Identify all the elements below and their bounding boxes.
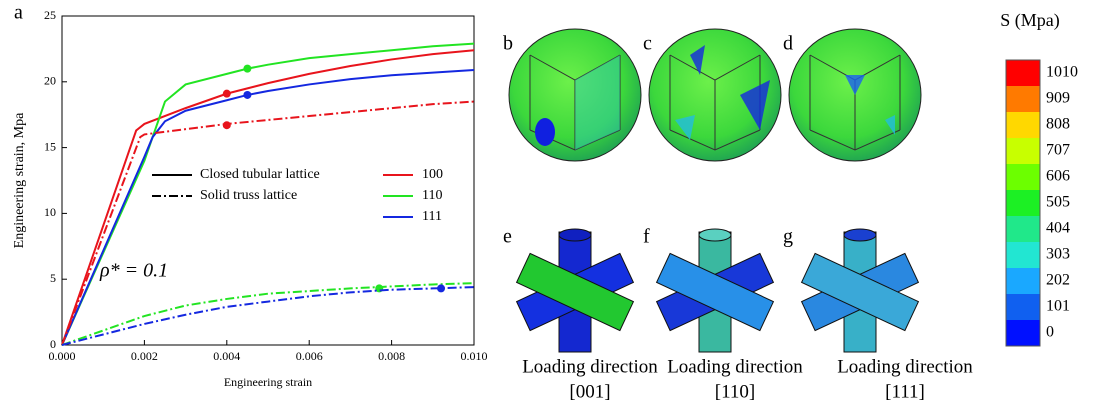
colorbar-swatch <box>1006 294 1040 320</box>
x-axis-label: Engineering strain <box>224 375 312 389</box>
colorbar-label: 404 <box>1046 220 1070 237</box>
colorbar-label: 808 <box>1046 116 1070 133</box>
y-tick-label: 0 <box>50 337 56 351</box>
sphere-d <box>789 29 921 161</box>
caption: [110] <box>715 381 755 402</box>
colorbar-swatch <box>1006 190 1040 216</box>
marker <box>223 90 231 98</box>
y-tick-label: 10 <box>44 205 56 219</box>
series-line <box>62 102 474 345</box>
y-tick-label: 20 <box>44 74 56 88</box>
series-line <box>62 287 474 345</box>
caption: Loading direction <box>522 356 658 377</box>
colorbar-label: 202 <box>1046 272 1070 289</box>
colorbar-swatch <box>1006 216 1040 242</box>
panel-label: d <box>783 33 793 55</box>
colorbar-label: 909 <box>1046 90 1070 107</box>
legend-label: Closed tubular lattice <box>200 167 320 182</box>
legend-label: 100 <box>422 167 443 182</box>
colorbar-swatch <box>1006 138 1040 164</box>
marker <box>223 121 231 129</box>
panel-label: a <box>14 2 23 24</box>
legend-label: 111 <box>422 209 442 224</box>
y-axis-label: Engineering strain, Mpa <box>12 112 27 248</box>
colorbar-label: 1010 <box>1046 64 1078 81</box>
x-tick-label: 0.000 <box>49 349 76 363</box>
colorbar-label: 606 <box>1046 168 1070 185</box>
caption: Loading direction <box>837 356 973 377</box>
panel-label: c <box>643 33 652 55</box>
colorbar-swatch <box>1006 112 1040 138</box>
series-line <box>62 283 474 345</box>
colorbar-swatch <box>1006 320 1040 346</box>
y-tick-label: 5 <box>50 271 56 285</box>
y-tick-label: 25 <box>44 8 56 22</box>
colorbar-label: 505 <box>1046 194 1070 211</box>
cross-e <box>517 229 634 352</box>
colorbar-swatch <box>1006 60 1040 86</box>
marker <box>243 91 251 99</box>
marker <box>437 284 445 292</box>
colorbar-title: S (Mpa) <box>1000 10 1060 31</box>
cross-g <box>802 229 919 352</box>
colorbar-label: 101 <box>1046 298 1070 315</box>
legend-label: Solid truss lattice <box>200 188 297 203</box>
colorbar-label: 303 <box>1046 246 1070 263</box>
colorbar-swatch <box>1006 164 1040 190</box>
caption: [111] <box>885 381 925 402</box>
x-tick-label: 0.006 <box>296 349 323 363</box>
x-tick-label: 0.004 <box>213 349 240 363</box>
colorbar-swatch <box>1006 86 1040 112</box>
colorbar-label: 707 <box>1046 142 1070 159</box>
colorbar-swatch <box>1006 242 1040 268</box>
y-tick-label: 15 <box>44 139 56 153</box>
caption: Loading direction <box>667 356 803 377</box>
caption: [001] <box>569 381 610 402</box>
colorbar-swatch <box>1006 268 1040 294</box>
x-tick-label: 0.002 <box>131 349 158 363</box>
sphere-c <box>649 29 781 161</box>
sphere-b <box>509 29 641 161</box>
panel-label: b <box>503 33 513 55</box>
cross-f <box>657 229 774 352</box>
legend-label: 110 <box>422 188 442 203</box>
x-tick-label: 0.010 <box>461 349 488 363</box>
x-tick-label: 0.008 <box>378 349 405 363</box>
colorbar-label: 0 <box>1046 324 1054 341</box>
figure: 0.0000.0020.0040.0060.0080.0100510152025… <box>0 0 1095 407</box>
marker <box>243 65 251 73</box>
panel-label: g <box>783 226 793 248</box>
panel-label: e <box>503 226 512 248</box>
annotation: ρ* = 0.1 <box>99 260 168 282</box>
panel-label: f <box>643 226 650 248</box>
